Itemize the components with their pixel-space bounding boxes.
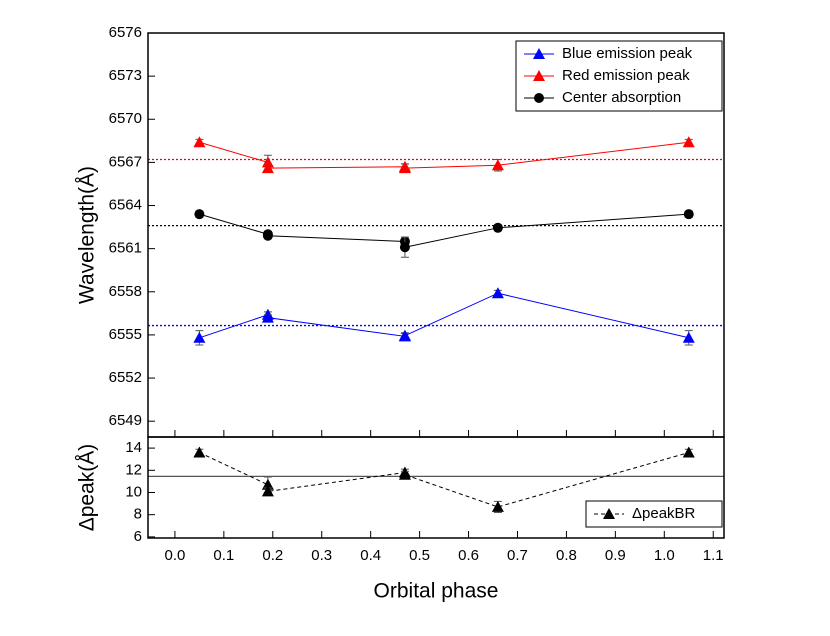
point xyxy=(398,468,411,480)
y-tick-label: 6549 xyxy=(109,412,142,429)
x-tick-label: 0.4 xyxy=(360,547,381,564)
legend-marker xyxy=(534,93,544,103)
y-tick-label: 8 xyxy=(134,506,142,523)
y-tick-label: 6552 xyxy=(109,369,142,386)
series-line xyxy=(199,213,689,248)
y-tick-label: 6567 xyxy=(109,153,142,170)
point xyxy=(682,136,695,148)
y-tick-label: 6570 xyxy=(109,110,142,127)
y-axis-label: Wavelength(Å) xyxy=(76,166,99,304)
legend-marker xyxy=(533,48,545,59)
point xyxy=(398,329,411,341)
y-tick-label: 6564 xyxy=(109,196,142,213)
point xyxy=(261,162,274,174)
point xyxy=(193,136,206,148)
x-tick-label: 0.7 xyxy=(507,547,528,564)
point xyxy=(682,446,695,458)
point xyxy=(682,331,695,343)
point xyxy=(261,156,274,168)
x-tick-label: 1.0 xyxy=(654,547,675,564)
x-tick-label: 0.1 xyxy=(213,547,234,564)
y-tick-label: 6576 xyxy=(109,24,142,41)
x-tick-label: 0.9 xyxy=(605,547,626,564)
series-line xyxy=(199,141,689,169)
point xyxy=(193,331,206,343)
series-line xyxy=(199,292,689,339)
point xyxy=(262,230,273,241)
point xyxy=(398,162,411,174)
y-tick-label: 6573 xyxy=(109,67,142,84)
x-tick-label: 1.1 xyxy=(703,547,724,564)
y-tick-label: 6555 xyxy=(109,326,142,343)
x-tick-label: 0.8 xyxy=(556,547,577,564)
y-axis-label: Δpeak(Å) xyxy=(76,444,99,532)
point xyxy=(492,222,503,233)
y-tick-label: 6 xyxy=(134,528,142,545)
x-tick-label: 0.2 xyxy=(262,547,283,564)
legend-marker xyxy=(603,508,615,519)
x-axis-label: Orbital phase xyxy=(374,580,499,603)
legend-label: Blue emission peak xyxy=(562,45,693,62)
point xyxy=(194,209,205,220)
point xyxy=(261,311,274,323)
x-tick-label: 0.6 xyxy=(458,547,479,564)
legend-label: ΔpeakBR xyxy=(632,505,696,522)
y-tick-label: 10 xyxy=(125,483,142,500)
x-tick-label: 0.0 xyxy=(164,547,185,564)
y-tick-label: 12 xyxy=(125,461,142,478)
plot-frame xyxy=(147,436,725,539)
point xyxy=(261,485,274,497)
x-tick-label: 0.5 xyxy=(409,547,430,564)
y-tick-label: 6561 xyxy=(109,240,142,257)
legend-label: Center absorption xyxy=(562,89,681,106)
legend-marker xyxy=(533,70,545,81)
y-tick-label: 14 xyxy=(125,439,142,456)
x-tick-label: 0.3 xyxy=(311,547,332,564)
point xyxy=(491,159,504,171)
point xyxy=(491,500,504,512)
point xyxy=(261,478,274,490)
legend-label: Red emission peak xyxy=(562,67,690,84)
point xyxy=(683,209,694,220)
point xyxy=(491,287,504,299)
y-tick-label: 6558 xyxy=(109,283,142,300)
point xyxy=(399,242,410,253)
point xyxy=(193,446,206,458)
series-line xyxy=(199,452,689,508)
